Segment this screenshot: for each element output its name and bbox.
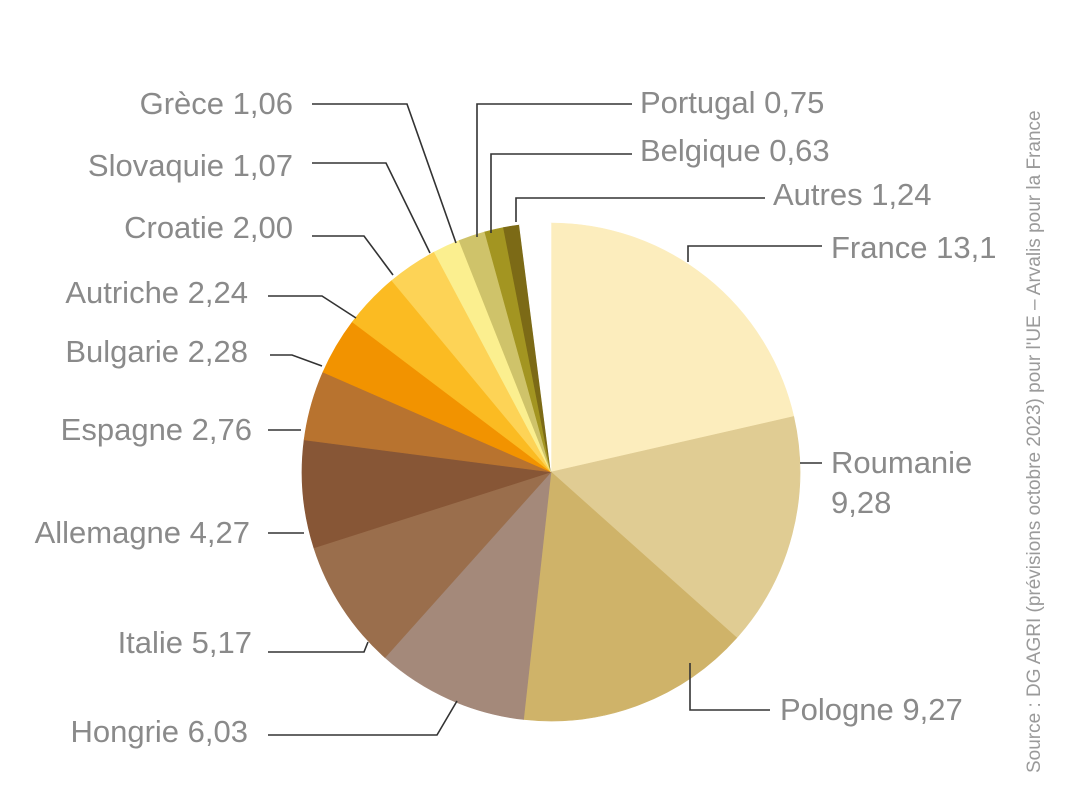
slice-label-hongrie: Hongrie 6,03 (70, 714, 248, 749)
leader-line-croatie (312, 235, 394, 276)
slice-label-belgique: Belgique 0,63 (640, 133, 830, 168)
pie-slice-hongrie (384, 471, 552, 720)
slice-label-roumanie-1: Roumanie (831, 445, 972, 480)
leader-line-pologne (689, 663, 770, 711)
slice-labels: France 13,1 Roumanie 9,28 Pologne 9,27 Hongr… (35, 85, 997, 749)
leader-line-autriche (268, 295, 357, 319)
leader-line-bulgarie (270, 354, 323, 367)
leader-line-autres (515, 197, 765, 222)
slice-label-france: France 13,1 (831, 230, 996, 265)
slice-label-autres: Autres 1,24 (773, 177, 932, 212)
slice-label-croatie: Croatie 2,00 (124, 210, 293, 245)
pie-slice-italie (313, 471, 552, 658)
pie-slice-france (550, 222, 795, 473)
leader-line-grece (312, 103, 457, 244)
pie-slice-pologne (523, 471, 738, 722)
pie-slice-autres (519, 222, 552, 473)
slice-label-bulgarie: Bulgarie 2,28 (65, 334, 248, 369)
pie-slices (301, 222, 801, 722)
leader-line-france (687, 245, 822, 262)
leader-lines (268, 103, 822, 736)
leader-line-belgique (490, 153, 632, 233)
pie-slice-allemagne (301, 439, 552, 549)
pie-slice-roumanie (550, 416, 801, 639)
leader-line-italie (268, 641, 369, 653)
source-note: Source : DG AGRI (prévisions octobre 202… (1024, 110, 1045, 773)
slice-label-portugal: Portugal 0,75 (640, 85, 824, 120)
slice-label-slovaquie: Slovaquie 1,07 (88, 148, 293, 183)
slice-label-autriche: Autriche 2,24 (65, 275, 248, 310)
leader-line-slovaquie (312, 162, 431, 254)
slice-label-pologne: Pologne 9,27 (780, 692, 963, 727)
slice-label-allemagne: Allemagne 4,27 (35, 515, 250, 550)
leader-line-hongrie (268, 700, 458, 736)
leader-line-portugal (476, 103, 632, 237)
slice-label-grece: Grèce 1,06 (140, 86, 293, 121)
slice-label-roumanie-2: 9,28 (831, 485, 891, 520)
slice-label-espagne: Espagne 2,76 (61, 412, 252, 447)
slice-label-italie: Italie 5,17 (118, 625, 252, 660)
